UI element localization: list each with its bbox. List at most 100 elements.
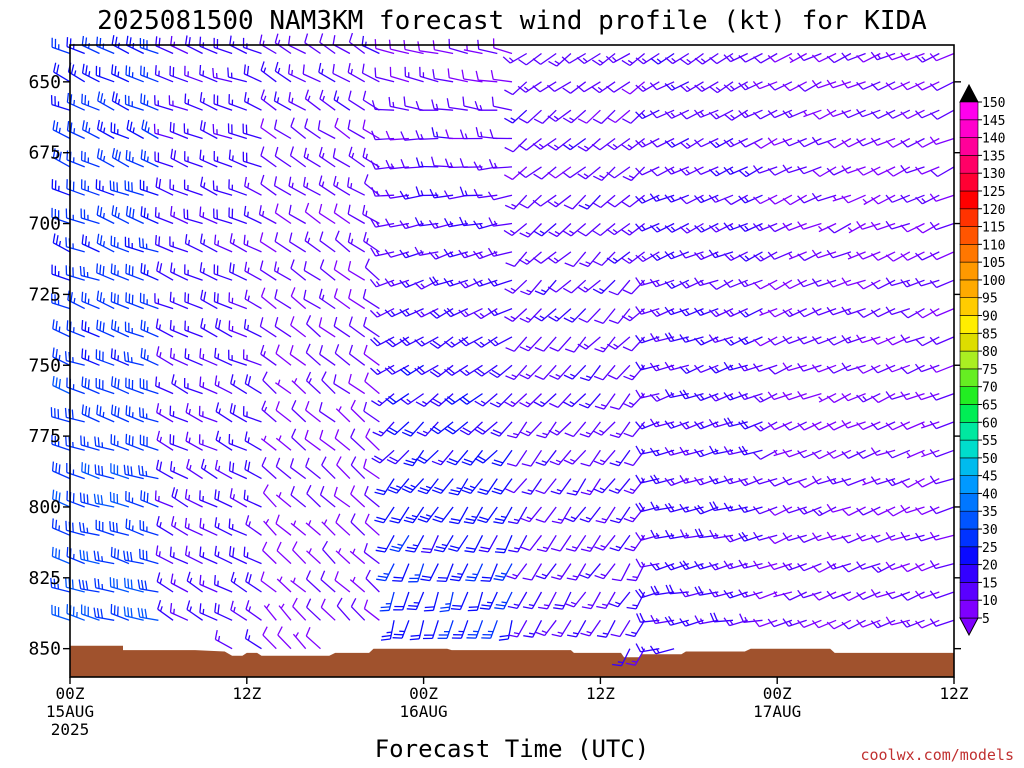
barb-feather xyxy=(244,459,248,470)
barb-half-feather xyxy=(278,435,282,441)
barb-feather xyxy=(477,491,487,496)
barb-feather xyxy=(930,169,939,177)
barb-feather xyxy=(767,561,775,570)
colorbar-swatch xyxy=(959,101,979,121)
barb-feather xyxy=(870,476,878,485)
barb-feather xyxy=(811,422,820,431)
wind-barb xyxy=(451,620,469,639)
barb-feather xyxy=(900,619,908,628)
barb-feather xyxy=(826,365,835,374)
barb-feather xyxy=(507,605,518,610)
barb-feather xyxy=(56,64,60,75)
barb-feather xyxy=(431,460,442,466)
credit-link[interactable]: coolwx.com/models xyxy=(860,746,1014,764)
barb-feather xyxy=(350,513,356,523)
wind-barb xyxy=(549,364,572,380)
barb-feather xyxy=(870,507,879,516)
wind-barb xyxy=(767,166,793,176)
barb-feather xyxy=(277,626,283,636)
barb-feather xyxy=(870,365,879,374)
barb-half-feather xyxy=(699,618,704,624)
barb-feather xyxy=(170,35,173,46)
barb-half-feather xyxy=(102,155,106,162)
barb-staff xyxy=(585,223,601,237)
barb-half-feather xyxy=(714,310,720,316)
wind-barb xyxy=(623,478,646,495)
barb-staff xyxy=(603,393,616,410)
barb-feather xyxy=(635,195,643,204)
barb-feather xyxy=(929,112,938,120)
barb-feather xyxy=(446,460,456,466)
wind-barb xyxy=(767,391,793,401)
wind-barb xyxy=(811,336,837,345)
barb-staff xyxy=(818,591,837,601)
barb-feather xyxy=(577,343,587,350)
wind-barb xyxy=(504,81,528,96)
wind-barb xyxy=(111,64,130,83)
barb-feather xyxy=(811,592,820,601)
barb-feather xyxy=(140,579,144,590)
wind-barb xyxy=(856,137,881,147)
barb-feather xyxy=(215,402,220,412)
barb-feather xyxy=(214,629,218,640)
barb-feather xyxy=(900,480,909,488)
barb-half-feather xyxy=(405,310,410,316)
barb-feather xyxy=(94,436,97,446)
barb-feather xyxy=(229,262,232,272)
barb-feather xyxy=(496,548,506,551)
colorbar-swatch xyxy=(959,386,979,405)
barb-feather xyxy=(143,207,146,218)
wind-barb xyxy=(200,318,218,338)
barb-staff xyxy=(788,336,807,345)
barb-feather xyxy=(635,445,642,455)
barb-half-feather xyxy=(729,55,735,61)
wind-barb xyxy=(244,261,262,281)
barb-half-feather xyxy=(920,451,926,456)
barb-staff xyxy=(335,239,351,253)
barb-staff xyxy=(921,251,940,261)
barb-half-feather xyxy=(598,59,604,64)
barb-half-feather xyxy=(555,459,562,463)
barb-half-feather xyxy=(511,374,517,378)
barb-feather xyxy=(273,176,278,186)
barb-half-feather xyxy=(501,601,507,604)
wind-barb xyxy=(738,137,763,148)
barb-feather xyxy=(518,58,527,66)
wind-barb xyxy=(472,250,498,260)
barb-feather xyxy=(112,521,115,532)
barb-feather xyxy=(347,260,352,271)
wind-barb xyxy=(522,563,543,581)
barb-feather xyxy=(708,334,716,343)
wind-barb xyxy=(67,290,85,310)
wind-barb xyxy=(856,81,881,90)
barb-half-feather xyxy=(773,591,778,597)
barb-staff xyxy=(832,81,852,89)
barb-staff xyxy=(832,279,852,288)
barb-feather xyxy=(841,80,849,89)
barb-feather xyxy=(826,503,834,513)
wind-barb xyxy=(826,503,852,513)
barb-feather xyxy=(826,337,835,346)
wind-barb xyxy=(199,517,218,536)
wind-barb xyxy=(818,393,837,403)
barb-half-feather xyxy=(376,163,380,169)
barb-half-feather xyxy=(670,533,675,539)
barb-half-feather xyxy=(464,252,469,257)
barb-feather xyxy=(649,308,658,317)
colorbar-label: 5 xyxy=(982,612,990,627)
barb-feather xyxy=(549,374,559,380)
barb-half-feather xyxy=(526,289,532,293)
wind-barb xyxy=(437,620,454,639)
barb-feather xyxy=(217,319,222,330)
barb-feather xyxy=(885,110,894,119)
wind-barb xyxy=(856,108,881,118)
barb-feather xyxy=(143,264,146,274)
wind-barb xyxy=(826,475,852,485)
barb-half-feather xyxy=(570,373,576,378)
barb-staff xyxy=(261,296,277,310)
wind-barb xyxy=(303,147,321,168)
barb-feather xyxy=(51,546,54,557)
wind-barb xyxy=(51,518,71,536)
barb-feather xyxy=(797,253,805,261)
wind-barb xyxy=(448,534,469,552)
